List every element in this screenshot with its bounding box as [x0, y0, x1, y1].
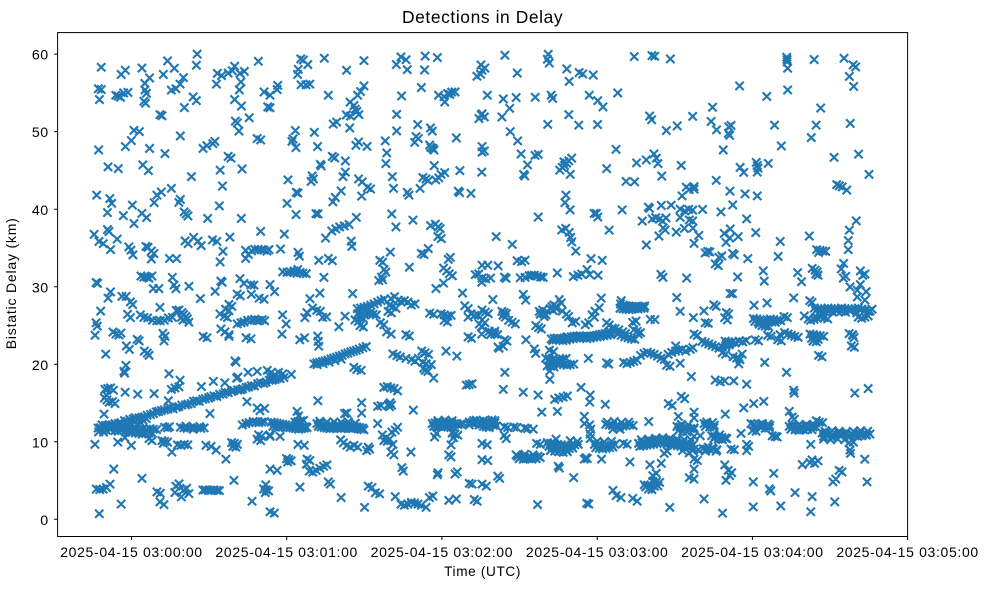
svg-text:2025-04-15 03:04:00: 2025-04-15 03:04:00 — [681, 544, 824, 560]
svg-text:Bistatic Delay (km): Bistatic Delay (km) — [3, 217, 19, 349]
svg-text:40: 40 — [32, 203, 49, 219]
svg-text:Time (UTC): Time (UTC) — [444, 564, 521, 579]
svg-text:2025-04-15 03:00:00: 2025-04-15 03:00:00 — [60, 544, 203, 560]
svg-text:10: 10 — [32, 435, 49, 451]
svg-text:20: 20 — [32, 358, 49, 374]
svg-text:2025-04-15 03:01:00: 2025-04-15 03:01:00 — [215, 544, 358, 560]
svg-text:2025-04-15 03:05:00: 2025-04-15 03:05:00 — [836, 544, 979, 560]
svg-text:60: 60 — [32, 48, 49, 64]
svg-text:30: 30 — [32, 280, 49, 296]
svg-text:50: 50 — [32, 125, 49, 141]
svg-text:Detections in Delay: Detections in Delay — [402, 7, 563, 27]
svg-text:2025-04-15 03:02:00: 2025-04-15 03:02:00 — [371, 544, 514, 560]
svg-text:0: 0 — [40, 513, 48, 529]
svg-text:2025-04-15 03:03:00: 2025-04-15 03:03:00 — [526, 544, 669, 560]
